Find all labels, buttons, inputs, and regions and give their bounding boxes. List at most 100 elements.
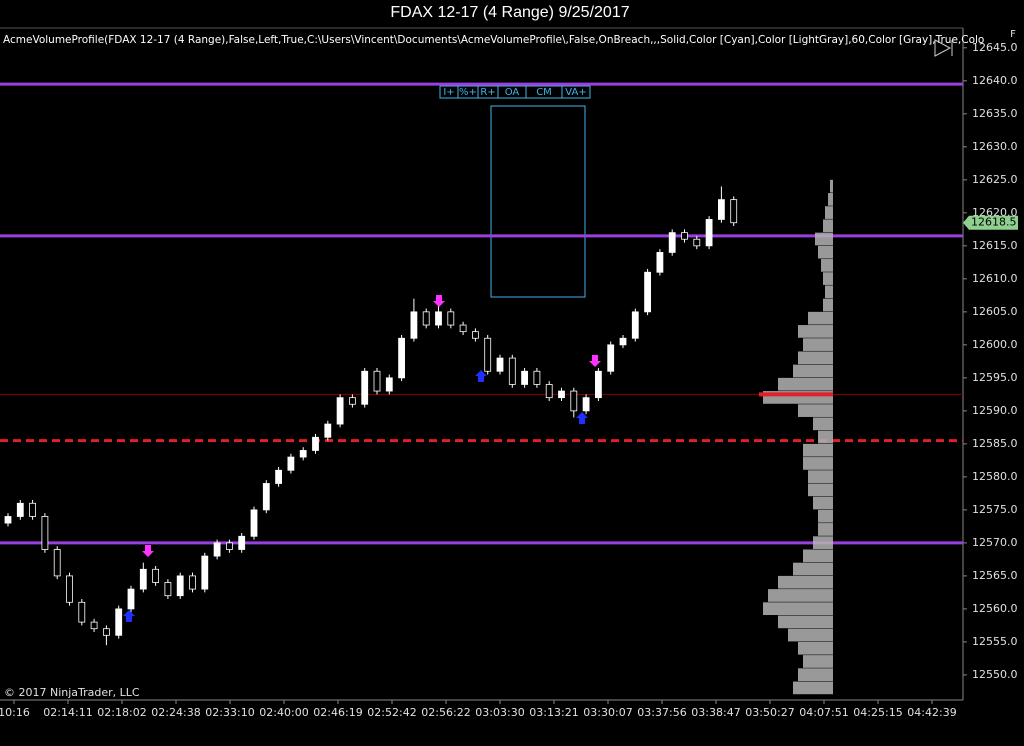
candle-body bbox=[631, 311, 639, 339]
volume-bar bbox=[803, 338, 833, 351]
y-tick-label: 12550.0 bbox=[972, 668, 1018, 681]
selection-box bbox=[490, 105, 586, 298]
volume-bar bbox=[808, 470, 833, 483]
candle-body bbox=[16, 502, 24, 517]
candle-body bbox=[287, 456, 295, 471]
x-tick-label: 02:24:38 bbox=[151, 706, 200, 719]
candle-body bbox=[152, 568, 160, 583]
toolbar-button-label[interactable]: CM bbox=[536, 87, 552, 98]
candle-body bbox=[189, 575, 196, 590]
y-tick-label: 12635.0 bbox=[972, 107, 1018, 120]
candle-body bbox=[398, 337, 406, 379]
corner-label: F bbox=[1010, 29, 1016, 40]
volume-bar bbox=[830, 179, 833, 193]
y-tick-label: 12565.0 bbox=[972, 569, 1018, 582]
candle-body bbox=[681, 232, 688, 240]
y-tick-label: 12645.0 bbox=[972, 41, 1018, 54]
x-tick-label: 04:07:51 bbox=[799, 706, 848, 719]
buy-arrow bbox=[123, 610, 135, 622]
candle-body bbox=[459, 324, 467, 333]
toolbar-button-label[interactable]: OA bbox=[505, 87, 520, 98]
y-tick-label: 12595.0 bbox=[972, 371, 1018, 384]
y-tick-label: 12585.0 bbox=[972, 437, 1018, 450]
candle-body bbox=[336, 397, 344, 425]
y-tick-label: 12600.0 bbox=[972, 338, 1018, 351]
y-tick-label: 12555.0 bbox=[972, 635, 1018, 648]
volume-bar bbox=[828, 193, 833, 206]
sell-arrow bbox=[142, 545, 154, 557]
sell-arrow bbox=[589, 355, 601, 367]
x-tick-label: 03:13:21 bbox=[529, 706, 578, 719]
candle-body bbox=[718, 199, 725, 220]
poc-bar bbox=[759, 392, 833, 397]
candle-body bbox=[435, 311, 442, 326]
volume-bar bbox=[798, 404, 833, 417]
x-tick-label: 03:50:27 bbox=[745, 706, 794, 719]
volume-bar bbox=[778, 615, 833, 629]
volume-bar bbox=[808, 311, 833, 325]
candle-body bbox=[299, 450, 307, 458]
candle-body bbox=[508, 357, 516, 385]
candle-body bbox=[225, 542, 233, 550]
toolbar-button-label[interactable]: %+ bbox=[459, 87, 477, 98]
candle-body bbox=[139, 568, 147, 590]
y-tick-label: 12620.0 bbox=[972, 206, 1018, 219]
y-tick-label: 12605.0 bbox=[972, 305, 1018, 318]
x-tick-label: 03:30:07 bbox=[583, 706, 632, 719]
candle-body bbox=[262, 483, 270, 511]
candle-body bbox=[103, 628, 110, 636]
volume-bar bbox=[818, 523, 833, 536]
candle-body bbox=[176, 575, 184, 597]
volume-bar bbox=[825, 285, 833, 299]
candle-body bbox=[29, 502, 37, 517]
volume-bar bbox=[821, 259, 833, 272]
volume-bar bbox=[778, 377, 833, 391]
toolbar-button[interactable] bbox=[561, 85, 591, 99]
volume-bar bbox=[768, 589, 833, 602]
y-tick-label: 12580.0 bbox=[972, 470, 1018, 483]
volume-bar bbox=[803, 443, 833, 457]
play-icon[interactable] bbox=[934, 39, 953, 57]
candle-body bbox=[447, 311, 455, 326]
volume-bar bbox=[798, 325, 833, 338]
candle-body bbox=[373, 370, 381, 392]
toolbar-button-label[interactable]: VA+ bbox=[565, 87, 586, 98]
candle-body bbox=[238, 535, 246, 550]
volume-bar bbox=[793, 364, 833, 378]
y-tick-label: 12575.0 bbox=[972, 503, 1018, 516]
candle-body bbox=[4, 516, 12, 524]
candle-body bbox=[582, 397, 590, 412]
candle-body bbox=[348, 397, 356, 405]
volume-bar bbox=[823, 219, 833, 233]
volume-bar bbox=[815, 232, 833, 246]
y-tick-label: 12610.0 bbox=[972, 272, 1018, 285]
volume-bar bbox=[813, 496, 833, 510]
volume-bar bbox=[818, 245, 833, 259]
candle-body bbox=[410, 311, 418, 339]
candle-body bbox=[668, 232, 676, 253]
x-tick-label: 03:03:30 bbox=[475, 706, 524, 719]
volume-bar bbox=[788, 628, 833, 642]
toolbar-button-label[interactable]: I+ bbox=[443, 87, 454, 98]
x-tick-label: 02:40:00 bbox=[259, 706, 308, 719]
candle-body bbox=[250, 509, 258, 537]
candle-body bbox=[213, 542, 221, 557]
volume-bar bbox=[813, 536, 833, 549]
candle-body bbox=[644, 271, 651, 313]
candle-body bbox=[78, 601, 86, 623]
candle-body bbox=[496, 357, 504, 372]
x-tick-label: 02:33:10 bbox=[205, 706, 254, 719]
volume-bar bbox=[803, 655, 833, 668]
volume-bar bbox=[763, 602, 833, 616]
toolbar-button-label[interactable]: R+ bbox=[480, 87, 495, 98]
x-tick-label: 04:25:15 bbox=[853, 706, 902, 719]
x-tick-label: 02:56:22 bbox=[421, 706, 470, 719]
candle-body bbox=[164, 582, 172, 597]
y-tick-label: 12615.0 bbox=[972, 239, 1018, 252]
candle-body bbox=[693, 238, 701, 247]
y-tick-label: 12570.0 bbox=[972, 536, 1018, 549]
candle-body bbox=[730, 199, 738, 224]
candle-body bbox=[533, 370, 541, 385]
copyright: © 2017 NinjaTrader, LLC bbox=[4, 686, 140, 699]
x-tick-label: 02:52:42 bbox=[367, 706, 416, 719]
